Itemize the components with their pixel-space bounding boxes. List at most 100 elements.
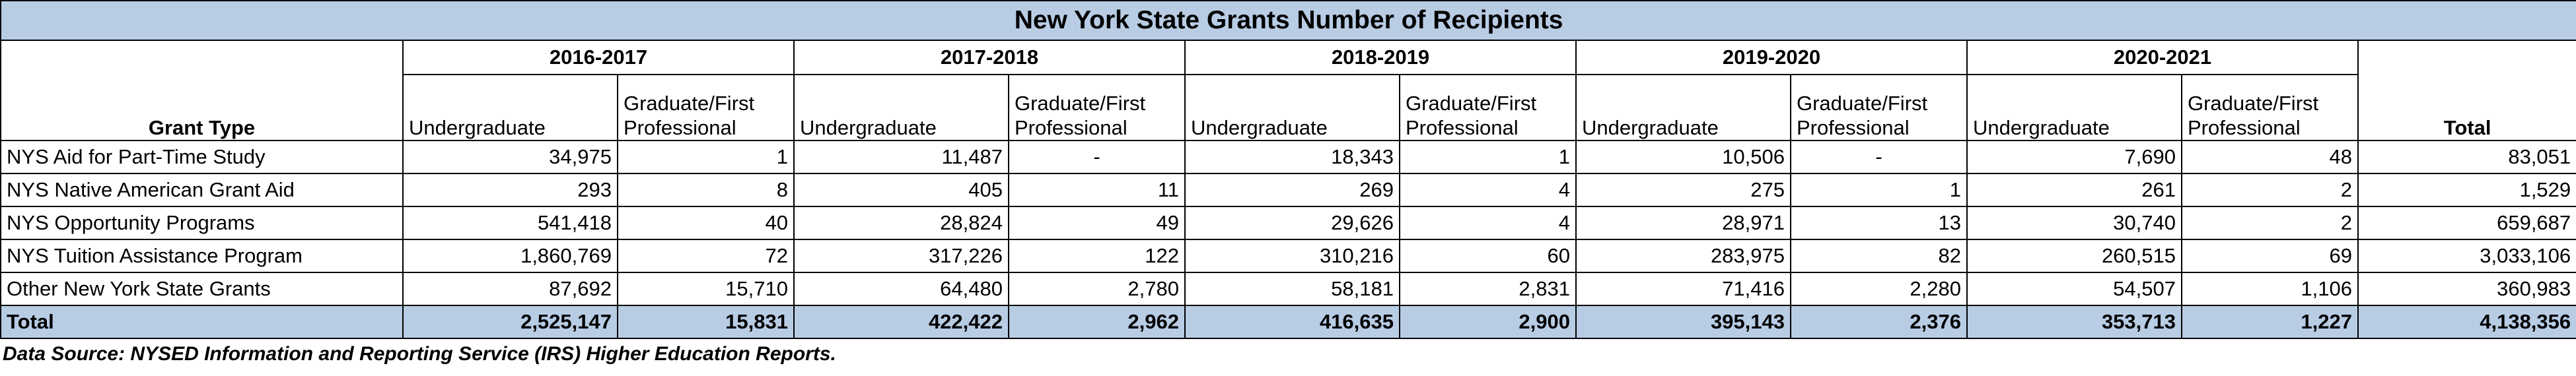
total-cell: 422,422 [793,305,1009,339]
cell: 360,983 [2357,272,2576,306]
cell: 310,216 [1184,239,1400,273]
total-header: Total [2357,40,2576,141]
cell: 260,515 [1966,239,2182,273]
cell: 11 [1008,173,1186,207]
cell: 2,831 [1399,272,1577,306]
cell: 71,416 [1575,272,1791,306]
data-row: NYS Native American Grant Aid 293 8 405 11 26… [0,173,2576,207]
grant-type-header: Grant Type [0,40,404,141]
column-header: Graduate/First Professional [1399,74,1577,141]
row-label: NYS Tuition Assistance Program [0,239,404,273]
cell: 317,226 [793,239,1009,273]
total-cell: 416,635 [1184,305,1400,339]
cell: 122 [1008,239,1186,273]
column-header: Undergraduate [1184,74,1400,141]
footnote: Data Source: NYSED Information and Repor… [3,343,836,365]
column-header: Undergraduate [1966,74,2182,141]
cell: 4 [1399,206,1577,240]
year-header: 2019-2020 [1575,40,1968,75]
column-header: Graduate/First Professional [2181,74,2359,141]
year-header: 2016-2017 [402,40,795,75]
column-header: Graduate/First Professional [1790,74,1968,141]
total-cell: 1,227 [2181,305,2359,339]
cell: 28,971 [1575,206,1791,240]
row-label: NYS Aid for Part-Time Study [0,140,404,174]
data-row: NYS Aid for Part-Time Study 34,975 1 11,487… [0,140,2576,174]
row-label: NYS Opportunity Programs [0,206,404,240]
grants-table: New York State Grants Number of Recipien… [0,0,2576,339]
total-cell: 2,525,147 [402,305,618,339]
cell: 269 [1184,173,1400,207]
cell: 58,181 [1184,272,1400,306]
cell: 30,740 [1966,206,2182,240]
cell: 8 [617,173,795,207]
cell: 405 [793,173,1009,207]
cell: 49 [1008,206,1186,240]
cell: 1 [617,140,795,174]
total-cell: 395,143 [1575,305,1791,339]
year-header: 2018-2019 [1184,40,1577,75]
column-header: Undergraduate [402,74,618,141]
total-cell: 2,962 [1008,305,1186,339]
cell: 15,710 [617,272,795,306]
cell: 541,418 [402,206,618,240]
cell: 60 [1399,239,1577,273]
cell: 28,824 [793,206,1009,240]
year-header: 2020-2021 [1966,40,2359,75]
cell: 83,051 [2357,140,2576,174]
cell: 261 [1966,173,2182,207]
cell: 69 [2181,239,2359,273]
cell: 3,033,106 [2357,239,2576,273]
cell: 2,280 [1790,272,1968,306]
cell: 11,487 [793,140,1009,174]
total-cell: 15,831 [617,305,795,339]
cell: 1 [1790,173,1968,207]
column-header: Graduate/First Professional [1008,74,1186,141]
year-header: 2017-2018 [793,40,1186,75]
total-cell: 2,376 [1790,305,1968,339]
column-header: Undergraduate [793,74,1009,141]
cell: - [1008,140,1186,174]
total-row: Total 2,525,147 15,831 422,422 2,962 416,635 2… [0,305,2576,339]
data-row: NYS Tuition Assistance Program 1,860,769 7… [0,239,2576,273]
cell: 87,692 [402,272,618,306]
cell: 10,506 [1575,140,1791,174]
cell: 293 [402,173,618,207]
cell: 7,690 [1966,140,2182,174]
cell: 82 [1790,239,1968,273]
data-row: NYS Opportunity Programs 541,418 40 28,824 4… [0,206,2576,240]
cell: 54,507 [1966,272,2182,306]
title-row: New York State Grants Number of Recipien… [0,0,2576,41]
cell: 29,626 [1184,206,1400,240]
cell: 72 [617,239,795,273]
subheader-row: Undergraduate Graduate/First Professional… [1,74,2576,141]
cell: 275 [1575,173,1791,207]
cell: 1,860,769 [402,239,618,273]
cell: 2,780 [1008,272,1186,306]
cell: 4 [1399,173,1577,207]
data-row: Other New York State Grants 87,692 15,710 6… [0,272,2576,306]
total-label: Total [0,305,404,339]
row-label: NYS Native American Grant Aid [0,173,404,207]
cell: 13 [1790,206,1968,240]
total-cell: 353,713 [1966,305,2182,339]
cell: 2 [2181,173,2359,207]
total-cell: 4,138,356 [2357,305,2576,339]
cell: 34,975 [402,140,618,174]
cell: 2 [2181,206,2359,240]
cell: 1 [1399,140,1577,174]
total-cell: 2,900 [1399,305,1577,339]
cell: 1,106 [2181,272,2359,306]
cell: 48 [2181,140,2359,174]
column-header: Undergraduate [1575,74,1791,141]
cell: 1,529 [2357,173,2576,207]
cell: - [1790,140,1968,174]
cell: 40 [617,206,795,240]
cell: 18,343 [1184,140,1400,174]
cell: 659,687 [2357,206,2576,240]
year-row: Grant Type 2016-2017 2017-2018 2018-2019 201… [0,40,2576,141]
column-header: Graduate/First Professional [617,74,795,141]
table-title: New York State Grants Number of Recipien… [0,0,2576,41]
cell: 283,975 [1575,239,1791,273]
